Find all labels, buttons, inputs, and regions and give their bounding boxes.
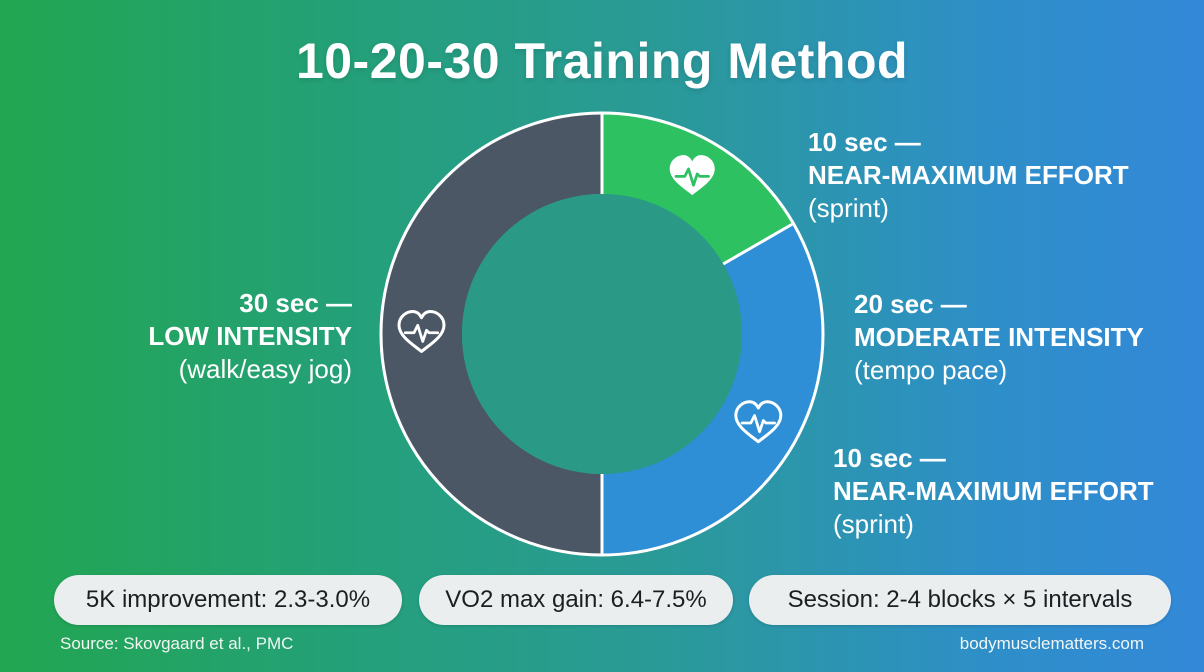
- segment-label-sprint-top: 10 sec — NEAR-MAXIMUM EFFORT (sprint): [808, 126, 1129, 225]
- site-url: bodymusclematters.com: [959, 634, 1144, 653]
- segment-description: (sprint): [833, 509, 914, 539]
- segment-label-low: 30 sec — LOW INTENSITY (walk/easy jog): [60, 287, 352, 386]
- segment-name: NEAR-MAXIMUM EFFORT: [833, 476, 1154, 506]
- segment-duration: 10 sec —: [808, 127, 921, 157]
- segment-description: (tempo pace): [854, 355, 1008, 385]
- stat-pill-session: Session: 2-4 blocks × 5 intervals: [749, 575, 1171, 625]
- donut-segment-3: [381, 113, 602, 555]
- donut-divider: [722, 222, 795, 266]
- heart-pulse-icon: [669, 155, 715, 196]
- segment-description: (sprint): [808, 193, 889, 223]
- segment-label-moderate: 20 sec — MODERATE INTENSITY (tempo pace): [854, 288, 1144, 387]
- segment-duration: 10 sec —: [833, 443, 946, 473]
- segment-name: NEAR-MAXIMUM EFFORT: [808, 160, 1129, 190]
- segment-label-sprint-bottom: 10 sec — NEAR-MAXIMUM EFFORT (sprint): [833, 442, 1154, 541]
- chart-title: 10-20-30 Training Method: [295, 33, 909, 89]
- stat-pill-5k: 5K improvement: 2.3-3.0%: [54, 575, 402, 625]
- donut-segment-2: [602, 223, 823, 555]
- segment-name: MODERATE INTENSITY: [854, 322, 1144, 352]
- heart-pulse-icon: [397, 310, 446, 353]
- stat-pill-vo2max: VO2 max gain: 6.4-7.5%: [419, 575, 733, 625]
- heart-pulse-icon: [734, 400, 783, 444]
- segment-name: LOW INTENSITY: [148, 321, 352, 351]
- segment-duration: 30 sec —: [239, 288, 352, 318]
- segment-description: (walk/easy jog): [178, 354, 352, 384]
- donut-center: [462, 194, 742, 474]
- source-text: Source: Skovgaard et al., PMC: [60, 634, 294, 653]
- segment-duration: 20 sec —: [854, 289, 967, 319]
